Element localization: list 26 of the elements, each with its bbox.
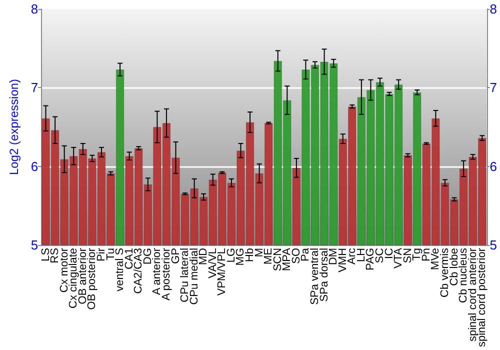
- x-tick-label: LG: [225, 248, 238, 263]
- x-tick-label: Arc: [346, 247, 358, 264]
- x-tick-label: OB anterior: [76, 248, 89, 304]
- y-axis-title: Log2 (expression): [7, 78, 21, 176]
- x-tick-label: SCN: [272, 248, 284, 272]
- x-tick-label: SO: [290, 248, 302, 264]
- x-tick-label: CPu medial: [188, 248, 200, 305]
- x-tick-label: SPa dorsal: [318, 248, 330, 302]
- x-tick-label: GP: [170, 248, 182, 264]
- y-tick-label: 6: [30, 158, 38, 174]
- x-tick-label: SN: [402, 248, 414, 264]
- x-tick-label: Cb lobe: [448, 248, 460, 286]
- x-tick-label: SC: [374, 248, 386, 264]
- y2-tick-label: 6: [490, 158, 498, 174]
- x-tick-label: Tg: [411, 248, 424, 261]
- x-tick-label: IC: [383, 248, 396, 259]
- y2-tick-label: 7: [490, 80, 498, 96]
- y2-tick-label: 8: [490, 2, 498, 16]
- y-tick-label: 8: [30, 2, 38, 16]
- y2-tick-label: 5: [490, 237, 498, 252]
- x-tick-label: RS: [49, 248, 62, 264]
- x-tick-label: DG: [142, 248, 154, 264]
- y-tick-label: 7: [30, 80, 38, 96]
- x-tick-label: Pa: [300, 247, 312, 262]
- y-tick-label: 5: [30, 237, 38, 252]
- x-tick-label: spinal cord posterior: [476, 248, 488, 348]
